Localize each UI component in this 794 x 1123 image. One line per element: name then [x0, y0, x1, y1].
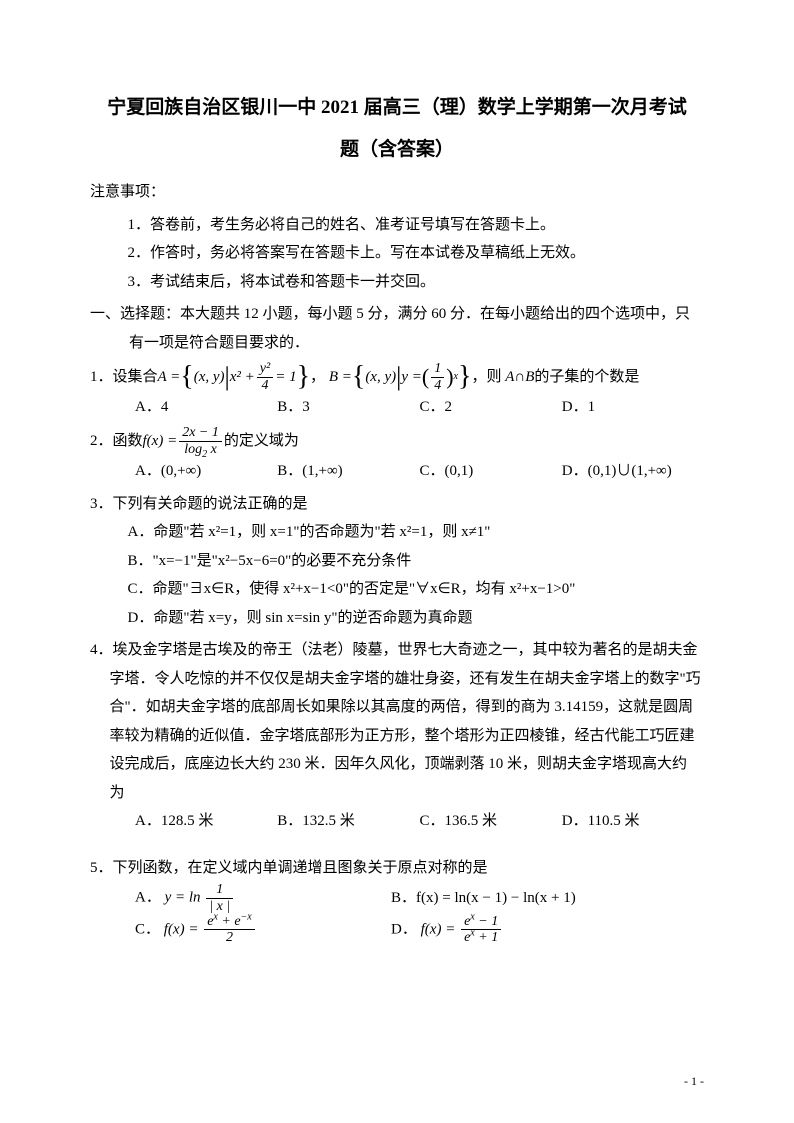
q5a-expr: y = ln — [165, 890, 205, 906]
section-1-line2: 有一项是符合题目要求的． — [90, 329, 704, 358]
q2-opt-d: D．(0,1)∪(1,+∞) — [562, 457, 704, 486]
question-4-l2: 字塔．令人吃惊的并不仅仅是胡夫金字塔的雄壮身姿，还有发生在胡夫金字塔上的数字"巧 — [90, 665, 704, 694]
q5-opt-d: D． f(x) = ex − 1ex + 1 — [391, 914, 503, 946]
notice-3: 3．考试结束后，将本试卷和答题卡一并交回。 — [90, 268, 704, 297]
q5d-fx: f(x) = — [421, 922, 459, 938]
q4-opt-c: C．136.5 米 — [420, 807, 562, 836]
question-3: 3．下列有关命题的说法正确的是 — [90, 490, 704, 519]
q4-opt-b: B．132.5 米 — [277, 807, 419, 836]
q5d-frac: ex − 1ex + 1 — [461, 914, 501, 946]
q1-opt-d: D．1 — [562, 393, 704, 422]
q3-opt-a: A．命题"若 x²=1，则 x=1"的否命题为"若 x²=1，则 x≠1" — [90, 518, 704, 547]
doc-subtitle: 题（含答案） — [90, 132, 704, 168]
q1-xy2: (x, y) — [365, 363, 396, 392]
notice-heading: 注意事项： — [90, 178, 704, 207]
q2-fx: f(x) = — [143, 427, 178, 456]
q5-opt-c: C． f(x) = ex + e−x2 — [135, 914, 391, 946]
q5-opt-a: A． y = ln 1| x | — [135, 882, 391, 914]
q1-eq1-tail: = 1 — [275, 363, 296, 392]
q1-suffix: 的子集的个数是 — [534, 363, 639, 392]
q3-opt-d: D．命题"若 x=y，则 sin x=sin y"的逆否命题为真命题 — [90, 604, 704, 633]
q1-opt-c: C．2 — [420, 393, 562, 422]
q2-prefix: 2．函数 — [90, 427, 143, 456]
page: 宁夏回族自治区银川一中 2021 届高三（理）数学上学期第一次月考试 题（含答案… — [0, 0, 794, 1123]
question-4-l5: 设完成后，底座边长大约 230 米．因年久风化，顶端剥落 10 米，则胡夫金字塔… — [90, 750, 704, 779]
q2-opt-b: B．(1,+∞) — [277, 457, 419, 486]
notice-1: 1．答卷前，考生务必将自己的姓名、准考证号填写在答题卡上。 — [90, 211, 704, 240]
q2-options: A．(0,+∞) B．(1,+∞) C．(0,1) D．(0,1)∪(1,+∞) — [90, 457, 704, 486]
q4-opt-a: A．128.5 米 — [135, 807, 277, 836]
notice-2: 2．作答时，务必将答案写在答题卡上。写在本试卷及草稿纸上无效。 — [90, 239, 704, 268]
q1-opt-a: A．4 — [135, 393, 277, 422]
q2-suffix: 的定义域为 — [224, 427, 299, 456]
question-4-l6: 为 — [90, 779, 704, 808]
q1-opt-b: B．3 — [277, 393, 419, 422]
q5-opt-b: B．f(x) = ln(x − 1) − ln(x + 1) — [391, 884, 576, 913]
q1-eq1-x2: x² + — [230, 363, 255, 392]
q5-row1: A． y = ln 1| x | B．f(x) = ln(x − 1) − ln… — [90, 882, 704, 914]
question-1: 1．设集合 A = { (x, y) | x² + y²4 = 1 } ， B … — [90, 361, 704, 393]
q2-frac: 2x − 1log2 x — [179, 425, 222, 457]
q1-prefix: 1．设集合 — [90, 363, 158, 392]
question-4-l1: 4．埃及金字塔是古埃及的帝王（法老）陵墓，世界七大奇迹之一，其中较为著名的是胡夫… — [90, 636, 704, 665]
q1-yeq: y = — [401, 363, 422, 392]
q1-setB: B = — [329, 363, 352, 392]
q4-options: A．128.5 米 B．132.5 米 C．136.5 米 D．110.5 米 — [90, 807, 704, 836]
q1-xy: (x, y) — [194, 363, 225, 392]
q2-opt-c: C．(0,1) — [420, 457, 562, 486]
q4-opt-d: D．110.5 米 — [562, 807, 704, 836]
q1-mid: ，则 A∩B — [471, 363, 534, 392]
question-5: 5．下列函数，在定义域内单调递增且图象关于原点对称的是 — [90, 854, 704, 883]
q5c-fx: f(x) = — [164, 922, 202, 938]
q2-opt-a: A．(0,+∞) — [135, 457, 277, 486]
q1-frac2: 14 — [431, 361, 444, 393]
question-4-l3: 合"．如胡夫金字塔的底部周长如果除以其高度的两倍，得到的商为 3.14159，这… — [90, 693, 704, 722]
question-2: 2．函数 f(x) = 2x − 1log2 x 的定义域为 — [90, 425, 704, 457]
q1-frac: y²4 — [257, 361, 273, 393]
page-number: - 1 - — [684, 1070, 704, 1093]
q5a-frac: 1| x | — [206, 882, 233, 914]
spacer — [90, 836, 704, 850]
q3-opt-b: B．"x=−1"是"x²−5x−6=0"的必要不充分条件 — [90, 547, 704, 576]
section-1-line1: 一、选择题：本大题共 12 小题，每小题 5 分，满分 60 分．在每小题给出的… — [120, 300, 704, 329]
doc-title: 宁夏回族自治区银川一中 2021 届高三（理）数学上学期第一次月考试 — [90, 90, 704, 126]
q3-opt-c: C．命题"∃x∈R，使得 x²+x−1<0"的否定是"∀x∈R，均有 x²+x−… — [90, 575, 704, 604]
q5-row2: C． f(x) = ex + e−x2 D． f(x) = ex − 1ex +… — [90, 914, 704, 946]
q1-options: A．4 B．3 C．2 D．1 — [90, 393, 704, 422]
comma: ， — [310, 363, 329, 392]
question-4-l4: 率较为精确的近似值．金字塔底部形为正方形，整个塔形为正四棱锥，经古代能工巧匠建 — [90, 722, 704, 751]
q5c-frac: ex + e−x2 — [204, 914, 255, 946]
q1-setA: A = — [158, 363, 181, 392]
